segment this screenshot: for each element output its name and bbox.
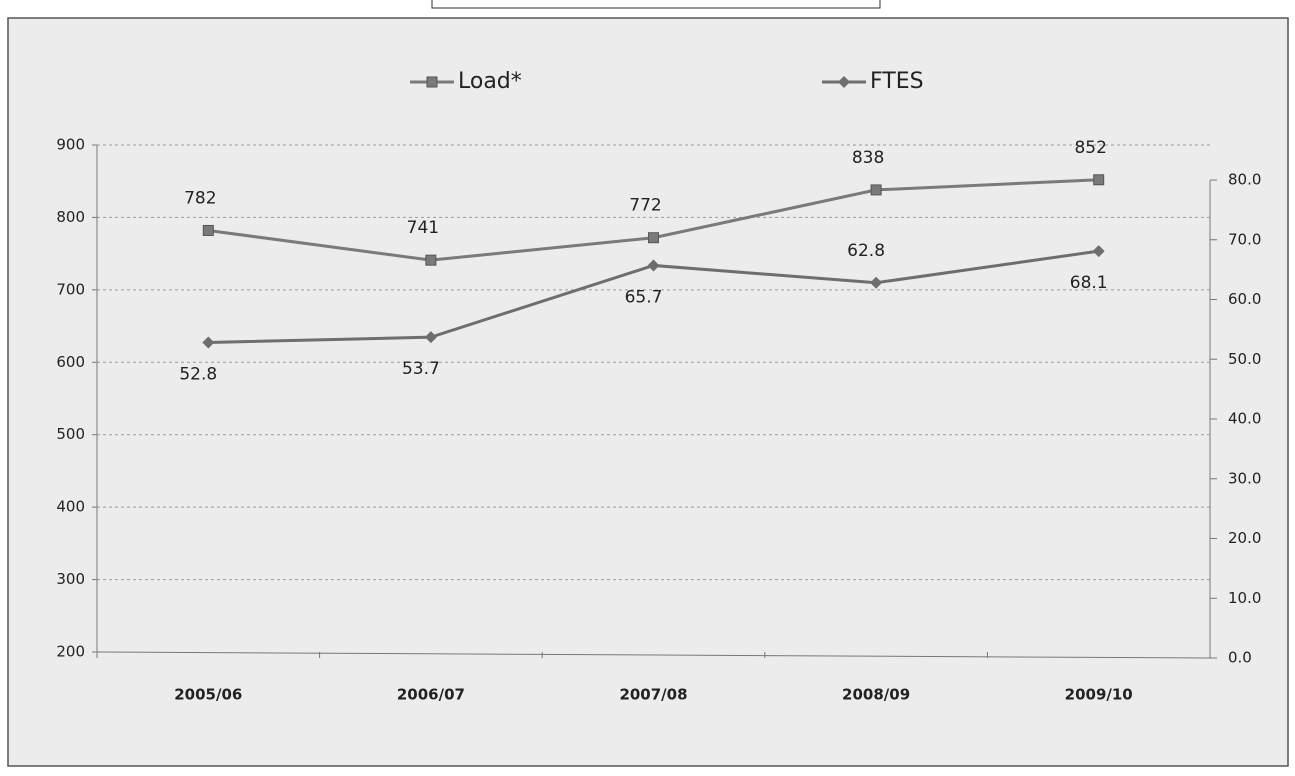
marker: [424, 331, 437, 344]
y-tick-label: 700: [56, 280, 85, 298]
y-tick-label: 200: [56, 643, 85, 661]
marker: [202, 336, 215, 349]
marker: [647, 259, 660, 272]
x-tick-label: 2009/10: [1065, 686, 1133, 704]
marker: [838, 76, 850, 88]
data-label: 65.7: [625, 287, 663, 307]
x-tick-label: 2008/09: [842, 686, 910, 704]
x-tick-label: 2005/06: [174, 686, 242, 704]
y2-tick-label: 30.0: [1228, 469, 1261, 487]
marker: [870, 276, 883, 289]
marker: [1092, 245, 1105, 258]
y-tick-label: 500: [56, 425, 85, 443]
data-label: 838: [852, 148, 884, 168]
y2-tick-label: 80.0: [1228, 171, 1261, 189]
marker: [426, 76, 438, 88]
header-box: [431, 0, 881, 9]
data-label: 772: [629, 196, 661, 216]
data-label: 53.7: [402, 359, 440, 379]
marker: [425, 254, 437, 266]
legend-label: FTES: [870, 69, 924, 94]
data-label: 62.8: [847, 241, 885, 261]
legend-label: Load*: [458, 69, 522, 94]
y-tick-label: 400: [56, 498, 85, 516]
x-tick-label: 2006/07: [397, 686, 465, 704]
data-label: 782: [184, 188, 216, 208]
chart-frame: [7, 17, 1289, 767]
data-label: 68.1: [1070, 273, 1108, 293]
marker: [1093, 174, 1105, 186]
marker: [870, 184, 882, 196]
x-axis: [96, 651, 1211, 659]
y2-tick-label: 50.0: [1228, 350, 1261, 368]
y-tick-label: 300: [56, 570, 85, 588]
y-tick-label: 900: [56, 136, 85, 154]
marker: [648, 232, 659, 244]
data-label: 52.8: [179, 365, 217, 385]
x-tick-label: 2007/08: [619, 686, 687, 704]
y2-tick-label: 0.0: [1228, 649, 1252, 667]
y-tick-label: 800: [56, 208, 85, 226]
y2-tick-label: 20.0: [1228, 529, 1261, 547]
y2-tick-label: 40.0: [1228, 410, 1261, 428]
y-tick-label: 600: [56, 353, 85, 371]
y2-tick-label: 60.0: [1228, 290, 1261, 308]
data-label: 741: [407, 218, 439, 238]
y2-tick-label: 10.0: [1228, 589, 1261, 607]
data-label: 852: [1074, 138, 1106, 158]
marker: [202, 224, 214, 236]
y2-tick-label: 70.0: [1228, 230, 1261, 248]
